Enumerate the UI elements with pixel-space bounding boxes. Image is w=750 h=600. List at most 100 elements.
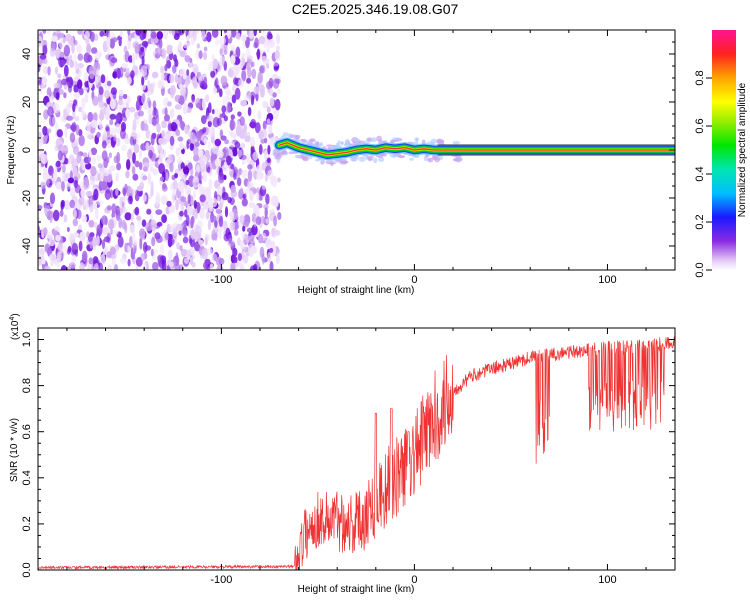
noise-blob	[210, 70, 216, 78]
noise-blob	[219, 55, 225, 66]
noise-blob	[202, 201, 210, 210]
noise-blob	[145, 90, 152, 97]
noise-blob	[125, 67, 130, 73]
noise-blob	[98, 100, 105, 109]
noise-blob	[130, 70, 135, 79]
noise-blob	[96, 235, 100, 247]
noise-blob	[233, 77, 239, 85]
noise-blob	[234, 87, 241, 100]
noise-blob	[139, 30, 145, 41]
noise-blob	[89, 241, 93, 249]
track-halo-blob	[427, 157, 434, 163]
noise-blob	[198, 149, 204, 157]
noise-blob	[251, 68, 257, 80]
noise-blob	[216, 117, 222, 126]
noise-blob	[57, 73, 62, 79]
noise-blob	[215, 165, 219, 176]
noise-blob	[207, 247, 213, 256]
noise-blob	[199, 194, 206, 203]
noise-blob	[44, 204, 51, 217]
noise-blob	[69, 187, 76, 198]
noise-blob	[219, 129, 224, 138]
noise-blob	[167, 237, 173, 248]
noise-blob	[222, 220, 228, 230]
noise-blob	[111, 203, 117, 214]
noise-blob	[39, 54, 47, 60]
noise-blob	[96, 154, 102, 162]
noise-blob	[232, 256, 238, 264]
noise-blob	[73, 92, 81, 99]
noise-blob	[126, 95, 131, 104]
noise-blob	[175, 147, 181, 157]
noise-blob	[157, 255, 162, 267]
noise-blob	[180, 121, 185, 131]
noise-blob	[42, 126, 48, 136]
noise-blob	[189, 236, 195, 248]
track-halo-blob	[327, 146, 332, 150]
noise-blob	[249, 136, 256, 147]
noise-blob	[160, 65, 165, 74]
noise-blob	[142, 166, 148, 172]
noise-blob	[65, 172, 71, 178]
noise-blob	[192, 190, 197, 199]
noise-blob	[144, 41, 148, 49]
noise-blob	[241, 169, 248, 179]
noise-blob	[217, 150, 224, 159]
noise-blob	[130, 251, 136, 260]
noise-blob	[101, 215, 108, 225]
noise-blob	[67, 177, 75, 184]
noise-blob	[91, 47, 98, 54]
noise-blob	[157, 80, 165, 90]
noise-blob	[99, 30, 104, 37]
noise-blob	[55, 181, 62, 190]
noise-blob	[120, 121, 127, 132]
noise-blob	[207, 114, 213, 122]
noise-blob	[119, 31, 123, 38]
noise-blob	[179, 210, 184, 217]
noise-blob	[233, 146, 238, 157]
noise-blob	[147, 79, 151, 92]
noise-blob	[230, 120, 236, 130]
noise-blob	[119, 196, 123, 207]
noise-blob	[246, 156, 251, 165]
noise-blob	[126, 76, 132, 85]
noise-blob	[275, 254, 280, 264]
noise-blob	[239, 239, 245, 250]
noise-blob	[101, 140, 107, 149]
noise-blob	[85, 190, 93, 197]
noise-blob	[178, 170, 184, 178]
noise-blob	[150, 180, 154, 191]
noise-blob	[214, 108, 221, 118]
noise-blob	[256, 192, 260, 202]
noise-blob	[203, 76, 208, 88]
noise-blob	[240, 154, 247, 160]
noise-blob	[195, 49, 200, 60]
noise-blob	[271, 175, 278, 188]
noise-blob	[224, 139, 230, 145]
noise-blob	[112, 71, 118, 79]
noise-blob	[211, 54, 215, 61]
noise-blob	[262, 59, 267, 67]
noise-blob	[127, 148, 132, 160]
noise-blob	[272, 108, 279, 120]
noise-blob	[241, 34, 247, 42]
noise-blob	[201, 115, 207, 125]
noise-blob	[239, 116, 245, 126]
x-tick-label: 0	[411, 274, 417, 286]
noise-blob	[109, 98, 116, 110]
noise-blob	[85, 37, 90, 46]
noise-blob	[169, 135, 175, 146]
noise-blob	[137, 95, 142, 102]
noise-blob	[47, 106, 54, 117]
noise-blob	[262, 184, 266, 190]
noise-blob	[136, 215, 142, 221]
noise-blob	[60, 201, 65, 210]
noise-blob	[92, 112, 98, 122]
noise-blob	[196, 43, 200, 49]
noise-blob	[242, 254, 249, 264]
noise-blob	[217, 186, 223, 198]
noise-blob	[47, 128, 52, 134]
noise-blob	[135, 99, 140, 111]
noise-blob	[180, 50, 187, 58]
noise-blob	[230, 212, 235, 221]
